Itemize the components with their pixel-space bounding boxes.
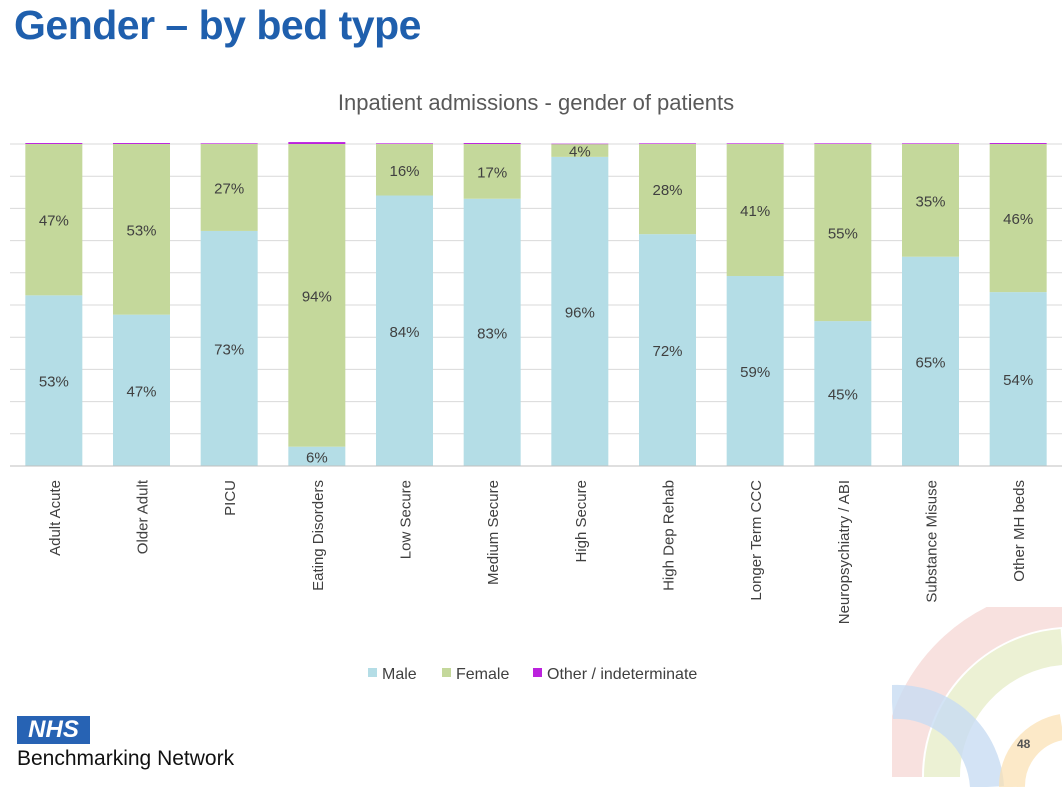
x-tick-label: Other MH beds — [1011, 480, 1028, 582]
data-label: 27% — [214, 180, 244, 197]
data-label: 45% — [828, 387, 858, 404]
data-label: 65% — [915, 354, 945, 371]
bar-male — [726, 276, 784, 466]
data-label: 53% — [126, 222, 156, 239]
bar-female — [551, 144, 609, 157]
x-tick-label: High Dep Rehab — [661, 480, 678, 591]
bar-male — [814, 321, 872, 466]
bar-male — [463, 198, 521, 467]
bar-female — [288, 144, 346, 447]
nhs-logo: NHS — [17, 716, 90, 744]
data-label: 17% — [477, 164, 507, 181]
data-label: 16% — [389, 163, 419, 180]
bar-female — [989, 144, 1047, 293]
x-tick-label: Medium Secure — [485, 480, 502, 585]
bar-male — [113, 314, 170, 466]
data-label: 84% — [389, 324, 419, 341]
bar-male — [902, 256, 959, 466]
stacked-bar-chart: Inpatient admissions - gender of patient… — [10, 90, 1062, 683]
legend-swatch — [442, 668, 451, 677]
bar-other — [989, 143, 1047, 144]
bar-female — [25, 144, 83, 296]
data-label: 46% — [1003, 211, 1033, 228]
bar-male — [639, 234, 696, 466]
bar-other — [726, 143, 784, 144]
x-tick-label: Eating Disorders — [310, 480, 327, 591]
x-tick-label: Neuropsychiatry / ABI — [836, 480, 853, 624]
legend-label: Male — [382, 666, 417, 683]
legend-label: Other / indeterminate — [547, 666, 697, 683]
bar-male — [25, 295, 83, 466]
data-label: 53% — [39, 374, 69, 391]
org-name: Benchmarking Network — [17, 747, 235, 770]
bar-male — [288, 446, 346, 466]
x-tick-label: Adult Acute — [47, 480, 64, 556]
data-label: 59% — [740, 364, 770, 381]
legend-swatch — [533, 668, 542, 677]
legend-swatch — [368, 668, 377, 677]
bar-other — [639, 143, 696, 144]
bar-female — [639, 144, 696, 235]
x-tick-label: PICU — [222, 480, 239, 516]
bar-female — [200, 144, 258, 231]
bar-female — [376, 144, 433, 196]
x-tick-label: Longer Term CCC — [748, 480, 765, 601]
bar-other — [376, 143, 433, 144]
data-label: 72% — [652, 343, 682, 360]
bar-female — [113, 144, 170, 315]
bar-other — [25, 143, 83, 144]
data-label: 28% — [652, 182, 682, 199]
bar-female — [814, 144, 872, 322]
data-label: 4% — [569, 143, 591, 160]
x-tick-label: Older Adult — [135, 479, 152, 554]
data-label: 96% — [565, 304, 595, 321]
bar-other — [113, 143, 170, 144]
data-label: 41% — [740, 203, 770, 220]
data-label: 47% — [39, 213, 69, 230]
data-label: 47% — [126, 383, 156, 400]
bar-other — [288, 142, 346, 144]
data-label: 83% — [477, 325, 507, 342]
legend-label: Female — [456, 666, 509, 683]
page-number: 48 — [1017, 737, 1031, 751]
data-label: 73% — [214, 341, 244, 358]
bar-other — [200, 143, 258, 144]
data-label: 6% — [306, 449, 328, 466]
data-label: 94% — [302, 288, 332, 305]
bar-other — [814, 143, 872, 144]
page-title: Gender – by bed type — [14, 2, 421, 48]
bar-other — [551, 143, 609, 145]
bar-other — [463, 143, 521, 144]
x-tick-label: Substance Misuse — [924, 480, 941, 603]
bar-male — [200, 230, 258, 466]
bar-female — [902, 144, 959, 257]
bar-female — [463, 144, 521, 199]
data-label: 35% — [915, 193, 945, 210]
x-tick-label: Low Secure — [398, 480, 415, 559]
bar-female — [726, 144, 784, 277]
x-tick-label: High Secure — [573, 480, 590, 563]
data-label: 54% — [1003, 372, 1033, 389]
bar-male — [376, 195, 433, 466]
data-label: 55% — [828, 226, 858, 243]
bar-other — [902, 143, 959, 144]
chart-title: Inpatient admissions - gender of patient… — [338, 90, 734, 115]
bar-male — [551, 156, 609, 466]
decorative-arcs — [892, 607, 1062, 787]
bar-male — [989, 292, 1047, 466]
